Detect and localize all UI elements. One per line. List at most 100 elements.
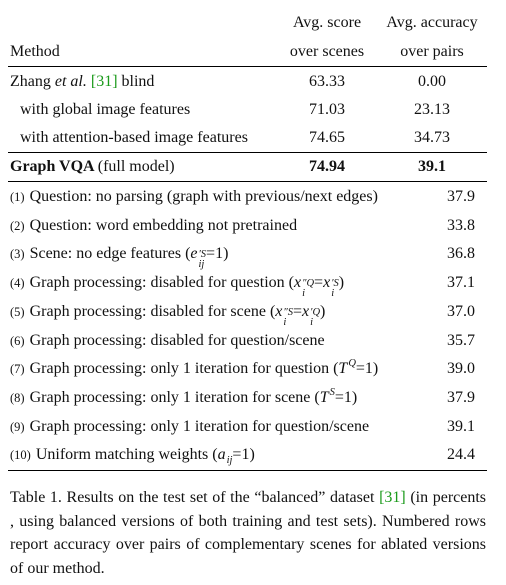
method-name: Graph VQA	[10, 158, 94, 175]
ablation-num: (10)	[10, 448, 31, 463]
caption-text: Table 1. Results on the test set of the …	[10, 489, 375, 506]
caption-ref: [31]	[379, 489, 406, 506]
ablation-num: (5)	[10, 304, 25, 319]
ablation-label: (4) Graph processing: disabled for questi…	[10, 273, 344, 299]
method-ref: [31]	[90, 73, 118, 90]
math-scripts: ′S ij	[198, 249, 207, 271]
label-text: =	[293, 302, 303, 320]
ablation-label: (6) Graph processing: disabled for questi…	[10, 331, 325, 351]
math-symbol: x	[275, 302, 283, 320]
ablation-num: (9)	[10, 419, 25, 434]
math-symbol: x	[323, 274, 331, 292]
ablation-value: 37.0	[447, 302, 475, 320]
label-text: =1)	[232, 446, 255, 464]
ablation-label: (3) Scene: no edge features (e ′S ij =1)	[10, 244, 228, 270]
ablation-value: 35.7	[447, 331, 475, 349]
header-method: Method	[10, 43, 60, 60]
ablation-label: (5) Graph processing: disabled for scene …	[10, 302, 325, 328]
math-sup: ′Q	[310, 306, 321, 318]
method-cell: with global image features	[20, 100, 190, 120]
math-scripts: ″Q i	[302, 278, 315, 300]
math-sup: ″Q	[302, 278, 315, 290]
method-suffix: (full model)	[97, 158, 175, 175]
score: 71.03	[309, 101, 345, 118]
header-accuracy: Avg. accuracy	[386, 14, 478, 31]
math-scripts: ′Q i	[310, 306, 321, 328]
label-text: =1)	[355, 360, 379, 378]
rule	[8, 66, 487, 67]
accuracy: 23.13	[414, 101, 450, 118]
caption: Table 1. Results on the test set of the …	[10, 486, 486, 580]
accuracy: 34.73	[414, 129, 450, 146]
ablation-value: 39.1	[447, 417, 475, 435]
math-symbol: e	[190, 245, 198, 263]
ablation-num: (3)	[10, 247, 25, 262]
label-text: Graph processing: disabled for question …	[29, 274, 294, 292]
math-sub: i	[302, 288, 305, 300]
ablation-num: (8)	[10, 390, 25, 405]
score: 63.33	[309, 73, 345, 90]
label-text: Question: word embedding not pretrained	[29, 216, 298, 234]
ablation-value: 33.8	[447, 216, 475, 234]
math-scripts: ″S i	[283, 307, 293, 328]
accuracy: 0.00	[418, 73, 446, 90]
ablation-label: (7) Graph processing: only 1 iteration fo…	[10, 358, 379, 379]
label-text: Question: no parsing (graph with previou…	[29, 188, 378, 205]
label-text: Scene: no edge features (	[29, 245, 191, 263]
header-accuracy: over pairs	[400, 43, 464, 60]
method-emph: et al.	[54, 73, 87, 90]
ablation-num: (4)	[10, 276, 25, 291]
math-sup: Q	[348, 358, 356, 370]
method-cell: Graph VQA (full model)	[10, 157, 175, 177]
math-symbol: T	[338, 360, 348, 378]
ablation-label: (10) Uniform matching weights (a ij =1)	[10, 445, 255, 466]
math-symbol: x	[293, 274, 302, 292]
ablation-num: (2)	[10, 218, 25, 233]
math-symbol: T	[319, 388, 329, 406]
math-sub: i	[331, 288, 335, 300]
math-sup: ′S	[331, 278, 339, 290]
label-text: =1)	[334, 388, 358, 406]
ablation-value: 37.9	[447, 388, 475, 406]
ablation-value: 39.0	[447, 360, 475, 378]
ablation-num: (6)	[10, 333, 25, 348]
ablation-label: (2) Question: word embedding not pretrain…	[10, 216, 297, 236]
ablation-label: (9) Graph processing: only 1 iteration fo…	[10, 417, 369, 437]
header-score: over scenes	[289, 43, 365, 60]
accuracy: 39.1	[418, 158, 446, 175]
label-text: Graph processing: disabled for scene (	[29, 302, 276, 320]
method-cell: with attention-based image features	[20, 128, 248, 148]
method-name: Zhang	[10, 73, 51, 90]
ablation-label: (8) Graph processing: only 1 iteration fo…	[10, 386, 358, 408]
label-text: Graph processing: only 1 iteration for s…	[29, 388, 320, 406]
ablation-num: (7)	[10, 362, 25, 377]
score: 74.94	[309, 158, 345, 175]
math-symbol: x	[302, 302, 310, 320]
ablation-value: 24.4	[447, 446, 475, 464]
math-sup: ′S	[198, 249, 207, 261]
math-sub: ij	[198, 259, 205, 271]
label-text: Uniform matching weights (	[35, 446, 218, 464]
label-text: =1)	[206, 245, 229, 263]
math-sup: S	[329, 386, 335, 398]
math-sub: i	[310, 316, 314, 328]
label-text: =	[314, 274, 324, 292]
method-suffix: blind	[121, 73, 155, 90]
rule	[8, 181, 487, 182]
score: 74.65	[309, 129, 345, 146]
rule	[8, 470, 487, 471]
ablation-value: 37.1	[447, 274, 475, 292]
method-cell: Zhang et al. [31] blind	[10, 72, 154, 92]
math-scripts: Q	[348, 358, 356, 370]
caption-text: (in percents , using balanced versions o…	[10, 489, 487, 577]
header-score: Avg. score	[292, 14, 362, 31]
label-text: Graph processing: only 1 iteration for q…	[29, 417, 370, 435]
label-text: )	[338, 274, 345, 292]
math-symbol: a	[217, 446, 226, 464]
math-sub: i	[283, 316, 287, 328]
method-name: with attention-based image features	[20, 129, 248, 146]
label-text: Graph processing: only 1 iteration for q…	[29, 360, 339, 378]
ablation-label: (1) Question: no parsing (graph with prev…	[10, 187, 378, 207]
label-text: )	[320, 302, 326, 320]
